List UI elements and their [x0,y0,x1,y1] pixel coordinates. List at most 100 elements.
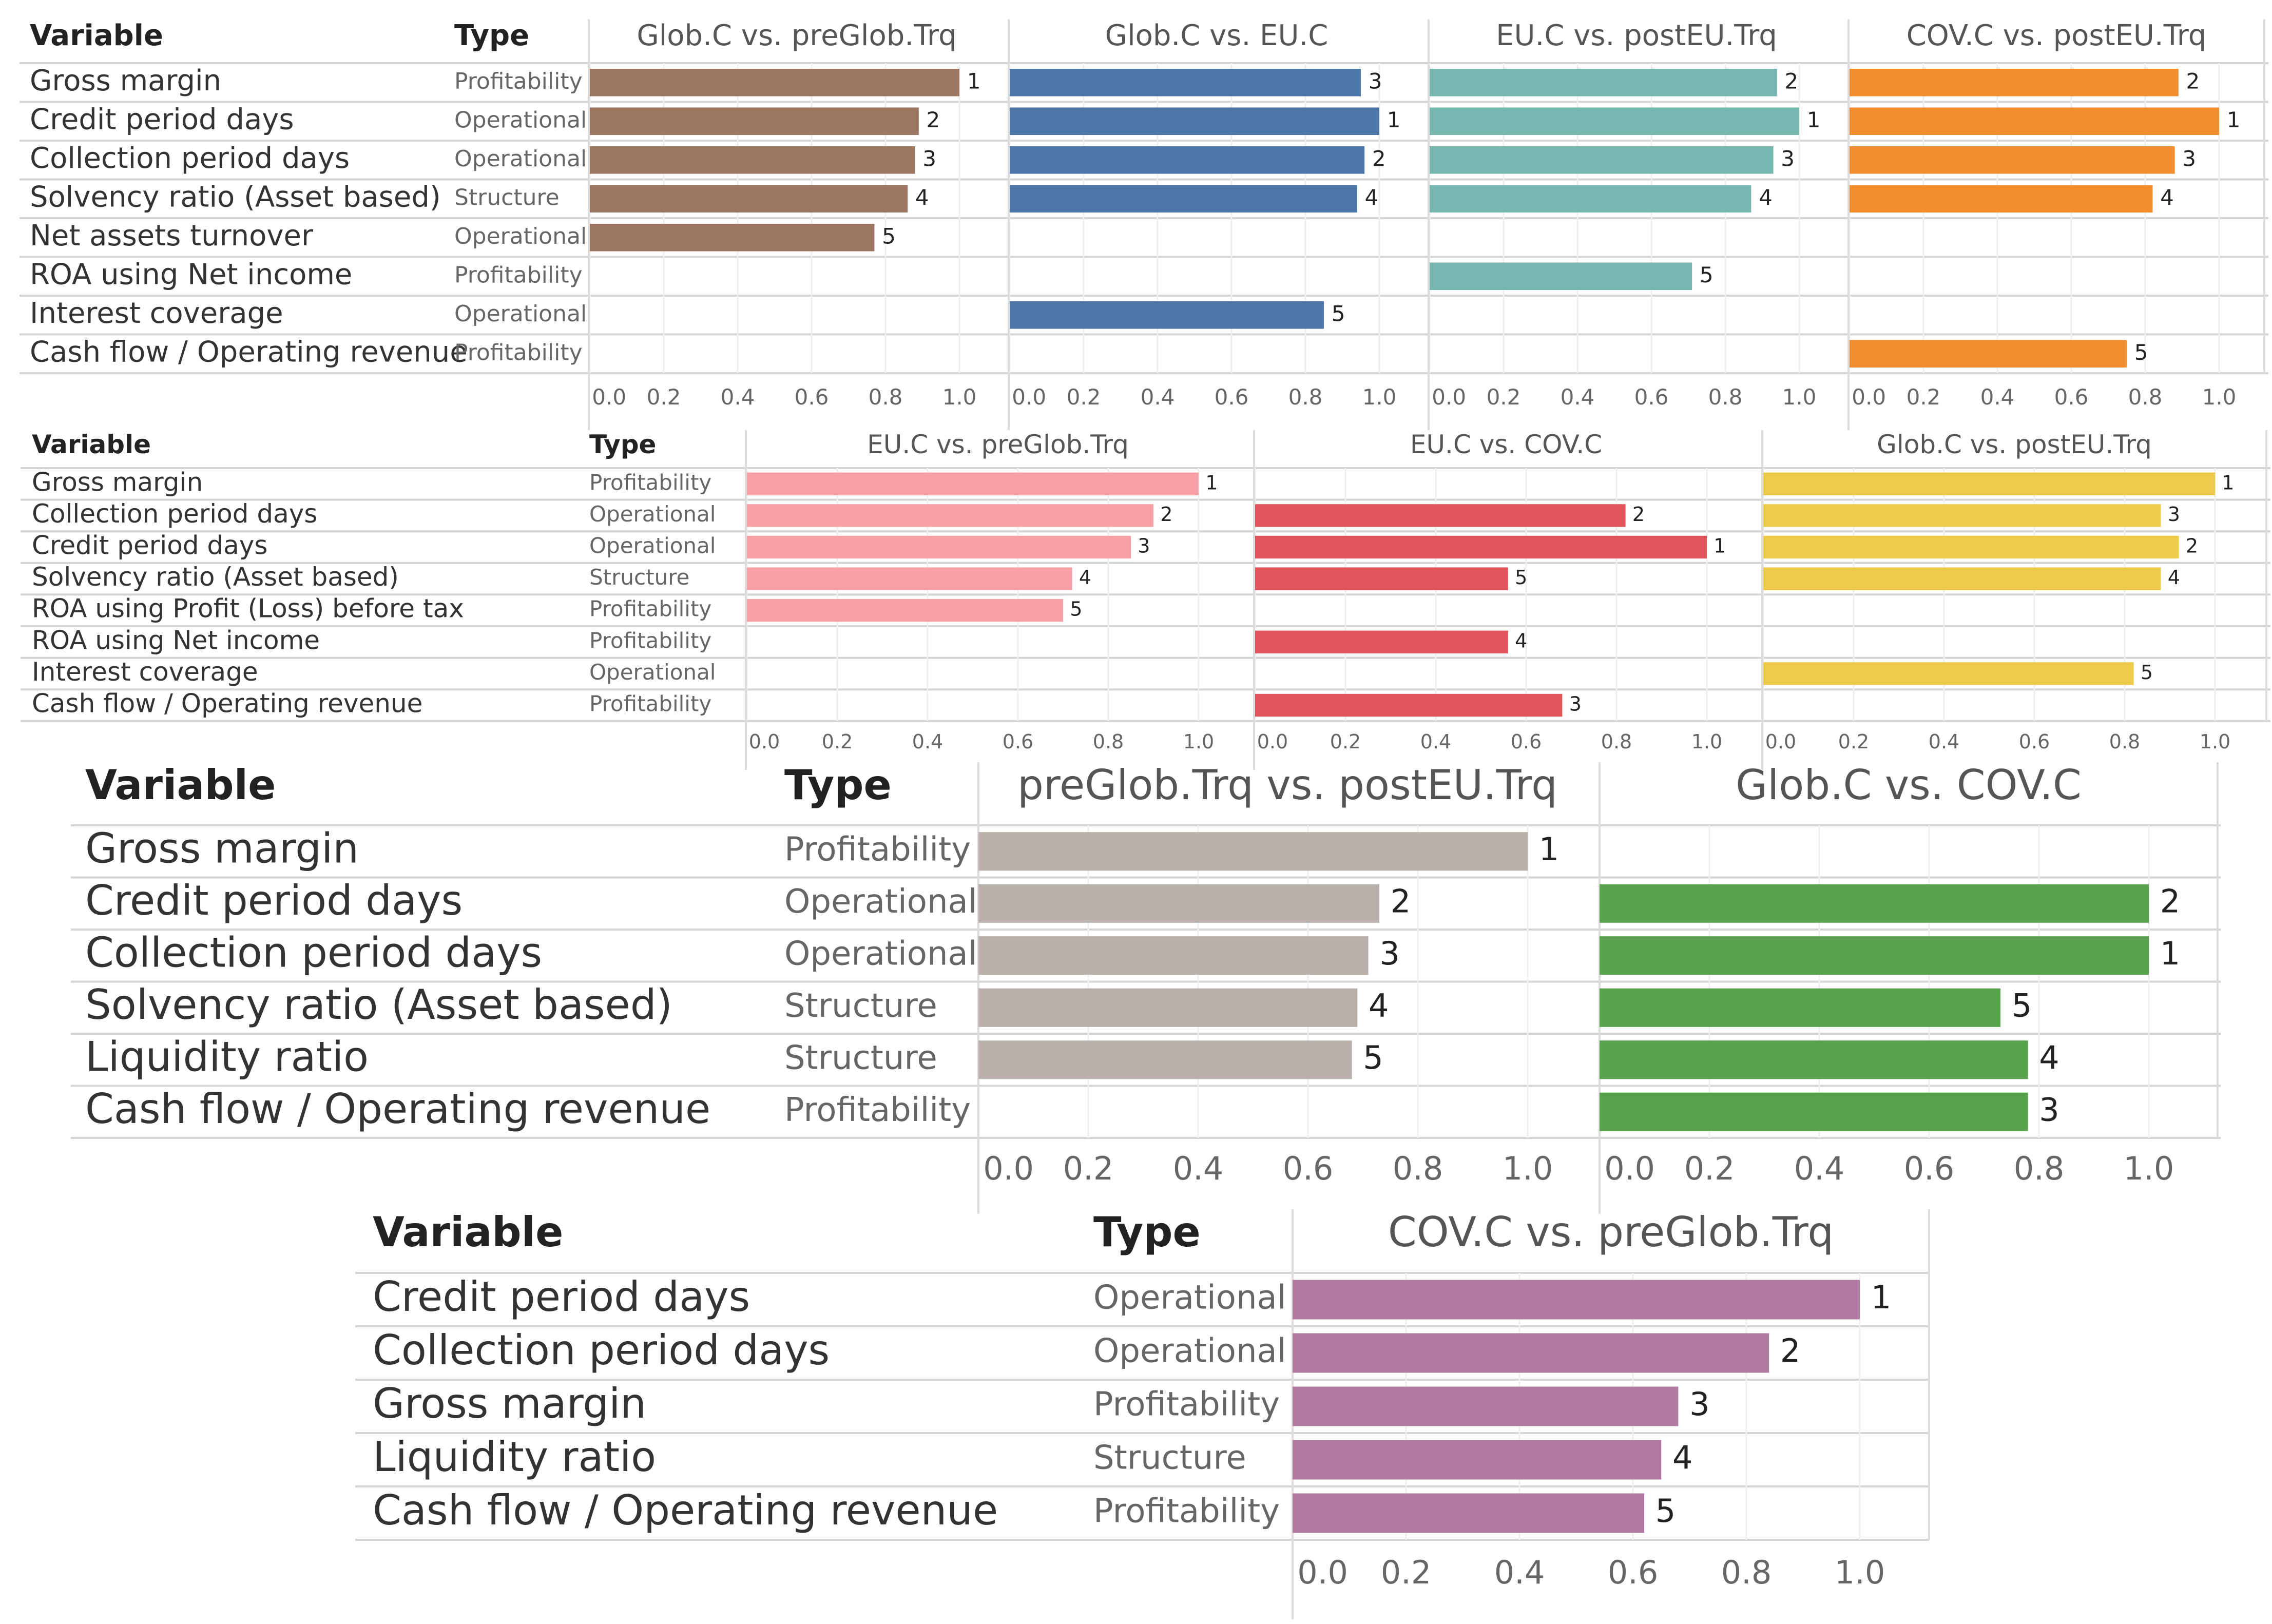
x-tick-label: 0.0 [1297,1554,1348,1591]
bar [1430,185,1751,213]
bar-rank-label: 4 [1515,629,1527,652]
bar [747,504,1153,527]
bar-rank-label: 1 [2222,471,2234,494]
variable-header: Variable [32,430,151,459]
panel-title: Glob.C vs. EU.C [1105,19,1328,52]
bar-rank-label: 4 [1672,1439,1692,1476]
bar-rank-label: 1 [1871,1279,1891,1316]
bar-rank-label: 1 [2227,107,2241,132]
x-tick-label: 1.0 [942,384,977,410]
type-label: Operational [1093,1279,1286,1317]
bar [1255,630,1508,653]
x-tick-label: 0.0 [1604,1150,1655,1187]
bar-rank-label: 1 [2160,935,2180,972]
x-tick-label: 0.6 [1283,1150,1334,1187]
bar-rank-label: 2 [927,107,940,132]
x-tick-label: 0.2 [1067,384,1101,410]
bar [1600,1092,2028,1131]
bar-rank-label: 3 [1781,146,1795,171]
bar [1255,693,1563,717]
bar [1763,662,2134,685]
type-header: Type [1093,1208,1201,1256]
bar-rank-label: 1 [1387,107,1401,132]
x-tick-label: 0.4 [721,384,755,410]
bar-rank-label: 2 [1391,882,1411,920]
type-label: Operational [454,301,587,327]
type-label: Operational [454,146,587,172]
x-tick-label: 0.4 [912,730,943,753]
bar [1430,107,1799,136]
bar-rank-label: 5 [1655,1492,1676,1530]
type-label: Profitability [784,1091,971,1129]
bar-rank-label: 3 [1689,1385,1709,1423]
x-tick-label: 0.2 [1838,730,1869,753]
variable-label: ROA using Net income [32,625,320,655]
x-tick-label: 0.8 [1393,1150,1443,1187]
bar [978,936,1369,975]
variable-label: Cash flow / Operating revenue [85,1085,710,1133]
variable-label: Collection period days [85,929,542,977]
bar-rank-label: 1 [1713,535,1726,557]
bar-rank-label: 5 [2134,340,2148,365]
bar [1850,340,2127,368]
variable-label: Cash flow / Operating revenue [30,335,468,369]
type-label: Structure [1093,1439,1246,1477]
variable-label: Interest coverage [32,657,258,687]
bar-rank-label: 5 [1363,1039,1383,1076]
x-tick-label: 0.0 [1765,730,1796,753]
variable-label: Solvency ratio (Asset based) [30,180,441,214]
chart-block-4: Variable Type Credit period days Operationa… [355,1208,1930,1619]
x-tick-label: 1.0 [1691,730,1722,753]
bar [1763,472,2215,495]
panel-title: COV.C vs. preGlob.Trq [1388,1208,1834,1256]
type-label: Profitability [1093,1386,1280,1424]
bar-rank-label: 5 [2141,661,2153,684]
bar [1850,107,2219,136]
panel-title: preGlob.Trq vs. postEU.Trq [1017,761,1557,809]
bar-rank-label: 4 [1079,566,1091,589]
panel-title: COV.C vs. postEU.Trq [1907,19,2207,52]
bar [590,185,908,213]
type-label: Structure [784,987,937,1025]
type-label: Operational [589,533,716,558]
bar-rank-label: 3 [2168,503,2180,526]
bar [1600,1040,2028,1079]
panel-title: Glob.C vs. postEU.Trq [1877,430,2152,459]
type-label: Operational [1093,1332,1286,1370]
bar-rank-label: 4 [2160,185,2174,210]
panel-preglob-trq-vs-posteu-trq: preGlob.Trq vs. postEU.Trq 1 2 3 4 5 0.0 0.2 0.4… [977,761,1559,1214]
variable-label: Gross margin [373,1380,646,1427]
x-tick-label: 0.6 [1003,730,1033,753]
variable-header: Variable [85,761,276,809]
x-tick-label: 1.0 [1782,384,1817,410]
bar-rank-label: 3 [1138,535,1150,557]
bar [747,472,1199,495]
bar-rank-label: 3 [1379,935,1399,972]
variable-label: Credit period days [32,531,267,560]
bar [1010,146,1365,174]
bar [1293,1493,1645,1533]
bar [590,68,959,96]
variable-label: Liquidity ratio [85,1033,369,1081]
bar-rank-label: 2 [2186,535,2198,557]
bar-rank-label: 3 [1569,693,1582,716]
variable-label: Gross margin [85,825,359,873]
x-tick-label: 0.8 [1708,384,1743,410]
bar-rank-label: 5 [882,223,896,248]
x-tick-label: 1.0 [1503,1150,1553,1187]
bar [1010,107,1379,136]
variable-label: Cash flow / Operating revenue [373,1486,998,1534]
variable-label: Solvency ratio (Asset based) [32,562,399,592]
x-tick-label: 0.6 [1511,730,1542,753]
type-label: Operational [784,883,977,921]
bar [1850,68,2179,96]
x-tick-label: 0.2 [822,730,853,753]
x-tick-label: 0.8 [2109,730,2140,753]
bar-rank-label: 2 [1780,1332,1800,1369]
bar-rank-label: 2 [1160,503,1172,526]
type-label: Profitability [589,628,711,653]
bar-rank-label: 2 [2160,882,2180,920]
